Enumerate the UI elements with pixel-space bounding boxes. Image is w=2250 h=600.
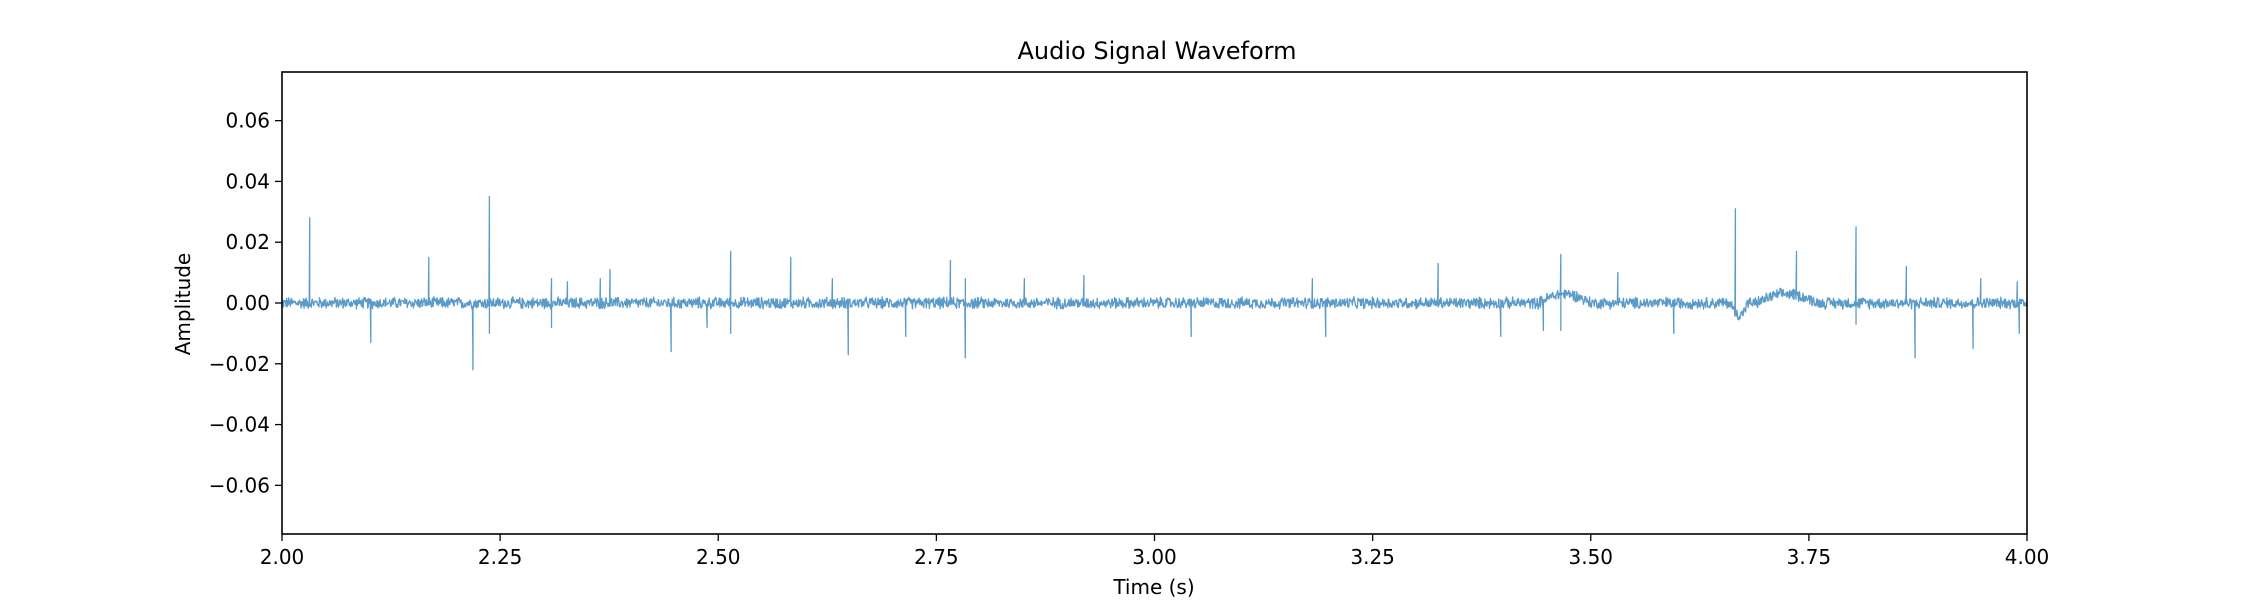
x-tick-label: 4.00 bbox=[2005, 545, 2050, 569]
y-axis: 0.06 0.04 0.02 0.00 −0.02 −0.04 −0.06 bbox=[209, 109, 282, 497]
x-axis: 2.00 2.25 2.50 2.75 3.00 3.25 3.50 3.75 4.00 bbox=[260, 534, 2050, 569]
x-tick-label: 3.00 bbox=[1132, 545, 1177, 569]
x-tick-label: 3.50 bbox=[1568, 545, 1613, 569]
y-tick-label: 0.06 bbox=[225, 109, 270, 133]
x-axis-label: Time (s) bbox=[1112, 575, 1194, 599]
chart-title: Audio Signal Waveform bbox=[1017, 37, 1296, 65]
plot-area bbox=[281, 195, 2028, 371]
y-tick-label: −0.06 bbox=[209, 473, 270, 497]
waveform-line bbox=[281, 195, 2028, 371]
y-tick-label: 0.00 bbox=[225, 291, 270, 315]
y-tick-label: 0.02 bbox=[225, 230, 270, 254]
y-tick-label: −0.04 bbox=[209, 413, 270, 437]
x-tick-label: 2.75 bbox=[914, 545, 959, 569]
x-tick-label: 2.50 bbox=[696, 545, 741, 569]
y-tick-label: 0.04 bbox=[225, 169, 270, 193]
y-tick-label: −0.02 bbox=[209, 352, 270, 376]
x-tick-label: 2.00 bbox=[260, 545, 305, 569]
x-tick-label: 2.25 bbox=[478, 545, 523, 569]
x-tick-label: 3.75 bbox=[1787, 545, 1832, 569]
y-axis-label: Amplitude bbox=[171, 253, 195, 356]
x-tick-label: 3.25 bbox=[1350, 545, 1395, 569]
